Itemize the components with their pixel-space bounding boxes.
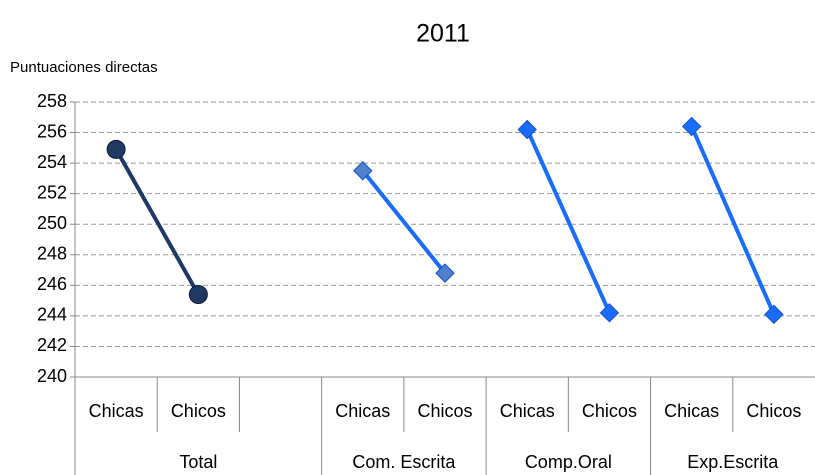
y-tick-label: 244 [37,305,67,325]
series-line [361,169,447,275]
group-label: Com. Escrita [352,452,456,472]
group-label: Exp.Escrita [687,452,779,472]
x-tick-label: Chicos [746,401,801,421]
x-tick-label: Chicas [500,401,555,421]
series-line [689,125,776,316]
marker [106,139,126,159]
marker [764,304,784,325]
series-line [114,148,201,296]
x-tick-label: Chicos [171,401,226,421]
marker [188,285,208,304]
x-tick-label: Chicos [417,401,472,421]
marker [599,303,620,323]
y-tick-label: 252 [37,182,67,202]
y-tick-label: 250 [37,213,67,233]
y-tick-label: 258 [37,91,67,111]
y-tick-label: 240 [37,366,67,386]
marker [353,161,373,181]
group-label: Total [179,452,217,472]
marker [517,119,537,140]
y-tick-label: 254 [37,152,67,172]
y-tick-label: 242 [37,335,67,355]
y-tick-label: 256 [37,121,67,141]
marker [681,116,702,137]
y-axis-label: Puntuaciones directas [10,59,158,76]
group-label: Comp.Oral [525,452,612,472]
chart-title: 2011 [416,20,470,48]
y-tick-label: 246 [37,274,67,294]
x-tick-label: Chicas [664,401,719,421]
x-tick-label: Chicos [582,401,637,421]
x-tick-label: Chicas [335,401,390,421]
series-line [525,128,612,314]
y-tick-label: 248 [37,244,67,264]
x-tick-label: Chicas [89,401,144,421]
marker [435,263,455,283]
